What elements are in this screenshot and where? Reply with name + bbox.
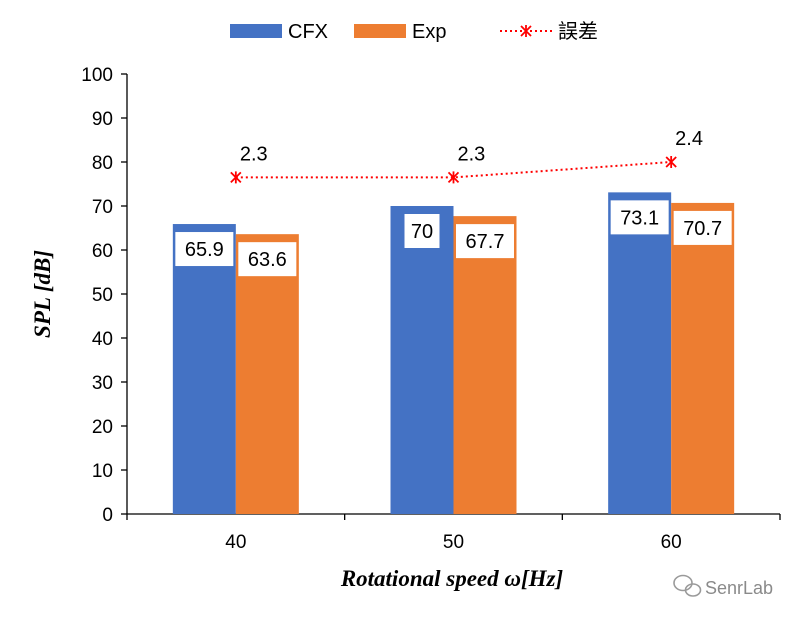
error-series: 2.3 2.3 2.4 [230, 128, 703, 184]
data-label-box [673, 210, 732, 245]
bars [172, 192, 735, 515]
legend-swatch [230, 24, 282, 38]
error-marker [230, 171, 242, 184]
y-tick-label: 50 [92, 285, 113, 306]
legend-marker [520, 25, 532, 37]
y-tick-label: 20 [92, 417, 113, 438]
bar-exp [453, 216, 517, 514]
y-tick-label: 70 [92, 197, 113, 218]
data-label: 70.7 [683, 218, 722, 240]
legend-item-exp: Exp [354, 21, 446, 43]
legend-item-cfx: CFX [230, 21, 328, 43]
bar-exp [671, 202, 735, 515]
data-label-box [456, 224, 514, 259]
bar-exp [235, 234, 299, 514]
data-label: 67.7 [466, 231, 505, 253]
x-axis-title: Rotational speed ω[Hz] [340, 566, 564, 591]
wechat-icon [673, 574, 702, 597]
x-tick-label: 40 [225, 532, 246, 553]
x-axis-ticks: 40 50 60 [126, 514, 781, 553]
data-label: 65.9 [185, 239, 224, 261]
data-labels: 65.9 63.6 70 67.7 73.1 70.7 [175, 200, 732, 277]
watermark-text: SenrLab [705, 578, 773, 598]
legend-label: 誤差 [558, 20, 598, 43]
bar-cfx [172, 224, 236, 515]
error-label: 2.3 [458, 143, 486, 165]
y-tick-label: 60 [92, 241, 113, 262]
data-label-box [404, 214, 440, 248]
x-tick-label: 60 [661, 532, 682, 553]
data-label-box [610, 200, 669, 235]
y-tick-label: 100 [81, 65, 113, 86]
y-axis-title: SPL [dB] [30, 250, 55, 338]
legend: CFX Exp 誤差 [230, 20, 598, 43]
data-label-box [175, 232, 234, 267]
y-tick-label: 10 [92, 461, 113, 482]
error-label: 2.3 [240, 143, 268, 165]
data-label: 70 [411, 221, 433, 243]
data-label: 73.1 [620, 207, 659, 229]
y-tick-label: 90 [92, 109, 113, 130]
legend-label: CFX [288, 21, 328, 43]
error-marker [665, 156, 677, 168]
bar-cfx [390, 206, 454, 514]
watermark: SenrLab [673, 574, 773, 598]
legend-label: Exp [412, 21, 446, 43]
data-label: 63.6 [248, 249, 287, 271]
error-marker [447, 171, 460, 184]
y-tick-label: 30 [92, 373, 113, 394]
data-label-box [238, 242, 297, 277]
x-tick-label: 50 [443, 532, 464, 553]
y-axis-ticks: 0 10 20 30 40 50 60 70 80 90 100 [81, 65, 127, 526]
y-tick-label: 40 [92, 329, 113, 350]
bar-cfx [608, 192, 672, 515]
y-tick-label: 0 [102, 505, 113, 526]
error-label: 2.4 [675, 128, 703, 150]
legend-item-error: 誤差 [500, 20, 598, 43]
y-tick-label: 80 [92, 153, 113, 174]
legend-swatch [354, 24, 406, 38]
